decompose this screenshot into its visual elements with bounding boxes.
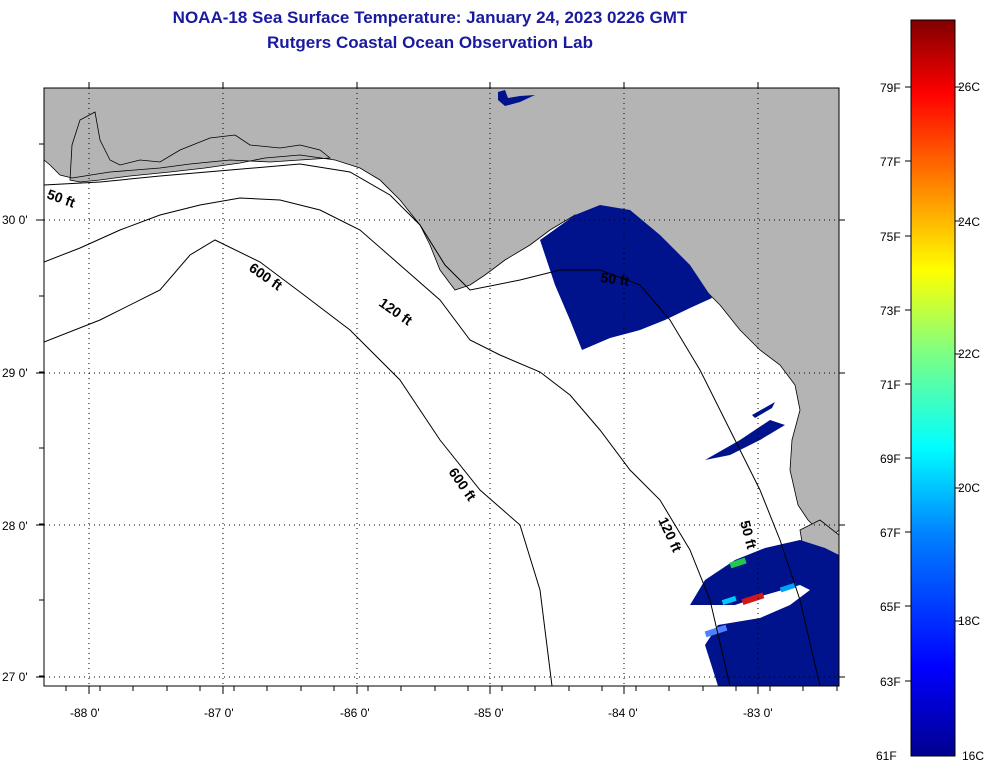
colorbar-f-label: 77F bbox=[880, 155, 901, 169]
map-subtitle: Rutgers Coastal Ocean Observation Lab bbox=[267, 33, 593, 52]
land-mass bbox=[44, 88, 839, 541]
contour-120ft bbox=[44, 197, 731, 686]
colorbar-gradient bbox=[910, 19, 956, 757]
contour-50ft bbox=[44, 163, 821, 686]
map-panel[interactable]: 50 ft 600 ft 120 ft 50 ft 600 ft 120 ft … bbox=[2, 82, 845, 720]
colorbar-c-label: 20C bbox=[958, 481, 980, 495]
colorbar-f-label: 73F bbox=[880, 304, 901, 318]
colorbar-c-label: 16C bbox=[962, 749, 984, 763]
colorbar-c-label: 18C bbox=[958, 614, 980, 628]
colorbar-f-label: 61F bbox=[876, 749, 897, 763]
colorbar-c-label: 24C bbox=[958, 215, 980, 229]
sst-cold-patch-bigbend bbox=[540, 205, 712, 350]
lon-label: -85 0' bbox=[474, 706, 504, 720]
lon-label: -84 0' bbox=[608, 706, 638, 720]
sst-streak-1 bbox=[705, 420, 785, 460]
colorbar-c-label: 22C bbox=[958, 347, 980, 361]
sst-cold-patch-island bbox=[498, 90, 535, 106]
sst-warm-pixel-1 bbox=[741, 592, 765, 605]
lat-label: 29 0' bbox=[2, 366, 28, 380]
graticule bbox=[36, 82, 845, 694]
sst-southern-swath bbox=[690, 540, 839, 686]
lat-label: 27 0' bbox=[2, 670, 28, 684]
map-frame bbox=[43, 87, 840, 687]
contour-label-50ft-bigbend: 50 ft bbox=[600, 269, 631, 289]
lon-label: -88 0' bbox=[70, 706, 100, 720]
map-title: NOAA-18 Sea Surface Temperature: January… bbox=[172, 8, 688, 27]
lon-label: -83 0' bbox=[743, 706, 773, 720]
colorbar-f-label: 71F bbox=[880, 378, 901, 392]
longitude-axis: -88 0' -87 0' -86 0' -85 0' -84 0' -83 0… bbox=[70, 706, 773, 720]
colorbar-f-label: 69F bbox=[880, 452, 901, 466]
contour-600ft bbox=[44, 239, 553, 686]
lon-label: -87 0' bbox=[204, 706, 234, 720]
latitude-axis: 30 0' 29 0' 28 0' 27 0' bbox=[2, 213, 28, 684]
lat-label: 30 0' bbox=[2, 213, 28, 227]
lat-label: 28 0' bbox=[2, 519, 28, 533]
colorbar: 79F 77F 75F 73F 71F 69F 67F 65F 63F 61F … bbox=[876, 19, 984, 763]
colorbar-f-label: 75F bbox=[880, 230, 901, 244]
sst-warm-pixel-2 bbox=[721, 595, 737, 606]
colorbar-f-label: 63F bbox=[880, 675, 901, 689]
colorbar-f-label: 67F bbox=[880, 526, 901, 540]
colorbar-c-label: 26C bbox=[958, 80, 980, 94]
sst-warm-pixel-5 bbox=[704, 624, 728, 638]
sst-warm-pixel-4 bbox=[779, 582, 797, 593]
colorbar-f-label: 65F bbox=[880, 600, 901, 614]
contour-label-50ft-south: 50 ft bbox=[737, 519, 760, 551]
sst-warm-pixel-3 bbox=[729, 557, 747, 569]
lon-label: -86 0' bbox=[340, 706, 370, 720]
colorbar-f-label: 79F bbox=[880, 81, 901, 95]
